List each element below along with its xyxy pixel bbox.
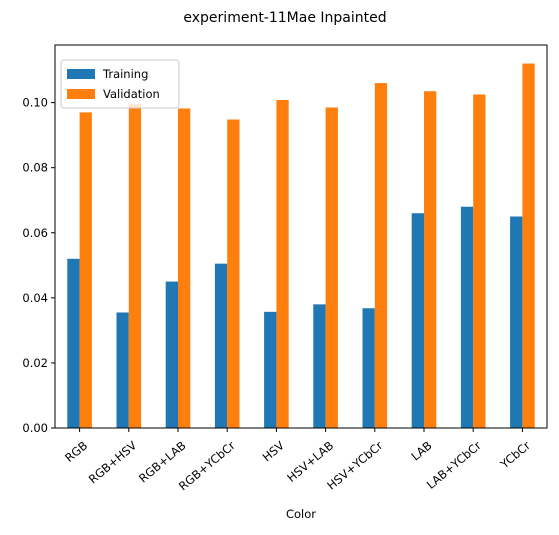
bar-training-4 xyxy=(264,311,277,428)
bar-validation-2 xyxy=(178,108,191,428)
plot-frame xyxy=(54,44,548,429)
legend-label-validation: Validation xyxy=(103,87,160,101)
x-axis-label: Color xyxy=(286,507,316,521)
bars-layer xyxy=(67,63,535,429)
x-tick-label-7: LAB xyxy=(408,438,434,463)
bar-validation-9 xyxy=(522,63,535,429)
y-tick-label-1: 0.02 xyxy=(22,356,48,370)
y-tick-label-3: 0.06 xyxy=(22,226,48,240)
y-tick-label-4: 0.08 xyxy=(22,161,48,175)
bar-validation-4 xyxy=(276,99,289,429)
bar-validation-1 xyxy=(128,104,142,428)
bar-training-3 xyxy=(214,263,228,428)
x-tick-label-9: YCbCr xyxy=(497,438,533,472)
bar-validation-8 xyxy=(473,94,486,429)
legend-swatch-validation xyxy=(67,89,95,99)
legend: Training Validation xyxy=(60,59,180,109)
bar-training-6 xyxy=(362,308,375,428)
x-tick-label-8: LAB+YCbCr xyxy=(424,438,484,492)
bar-training-1 xyxy=(116,312,129,428)
bar-training-9 xyxy=(510,216,523,428)
bar-training-5 xyxy=(313,304,326,428)
x-tick-label-0: RGB xyxy=(62,438,90,465)
bar-validation-7 xyxy=(424,91,437,429)
bar-training-0 xyxy=(67,258,80,428)
legend-swatch-training xyxy=(67,69,95,79)
bar-validation-3 xyxy=(227,119,240,429)
x-tick-label-1: RGB+HSV xyxy=(86,438,140,486)
y-tick-label-2: 0.04 xyxy=(22,291,48,305)
bar-validation-6 xyxy=(374,83,388,428)
y-tick-label-0: 0.00 xyxy=(22,421,48,435)
bar-training-8 xyxy=(460,206,474,428)
bar-training-2 xyxy=(165,281,178,428)
y-tick-label-5: 0.10 xyxy=(22,96,48,110)
bar-validation-0 xyxy=(79,112,92,429)
bar-validation-5 xyxy=(325,107,338,428)
bar-training-7 xyxy=(411,213,424,428)
legend-label-training: Training xyxy=(102,67,148,81)
chart-title: experiment-11Mae Inpainted xyxy=(183,10,386,26)
x-tick-label-4: HSV xyxy=(260,438,287,464)
